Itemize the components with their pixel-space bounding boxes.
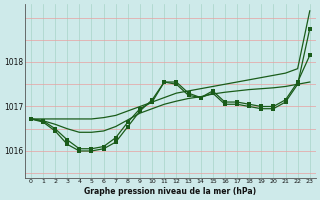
X-axis label: Graphe pression niveau de la mer (hPa): Graphe pression niveau de la mer (hPa)	[84, 187, 256, 196]
